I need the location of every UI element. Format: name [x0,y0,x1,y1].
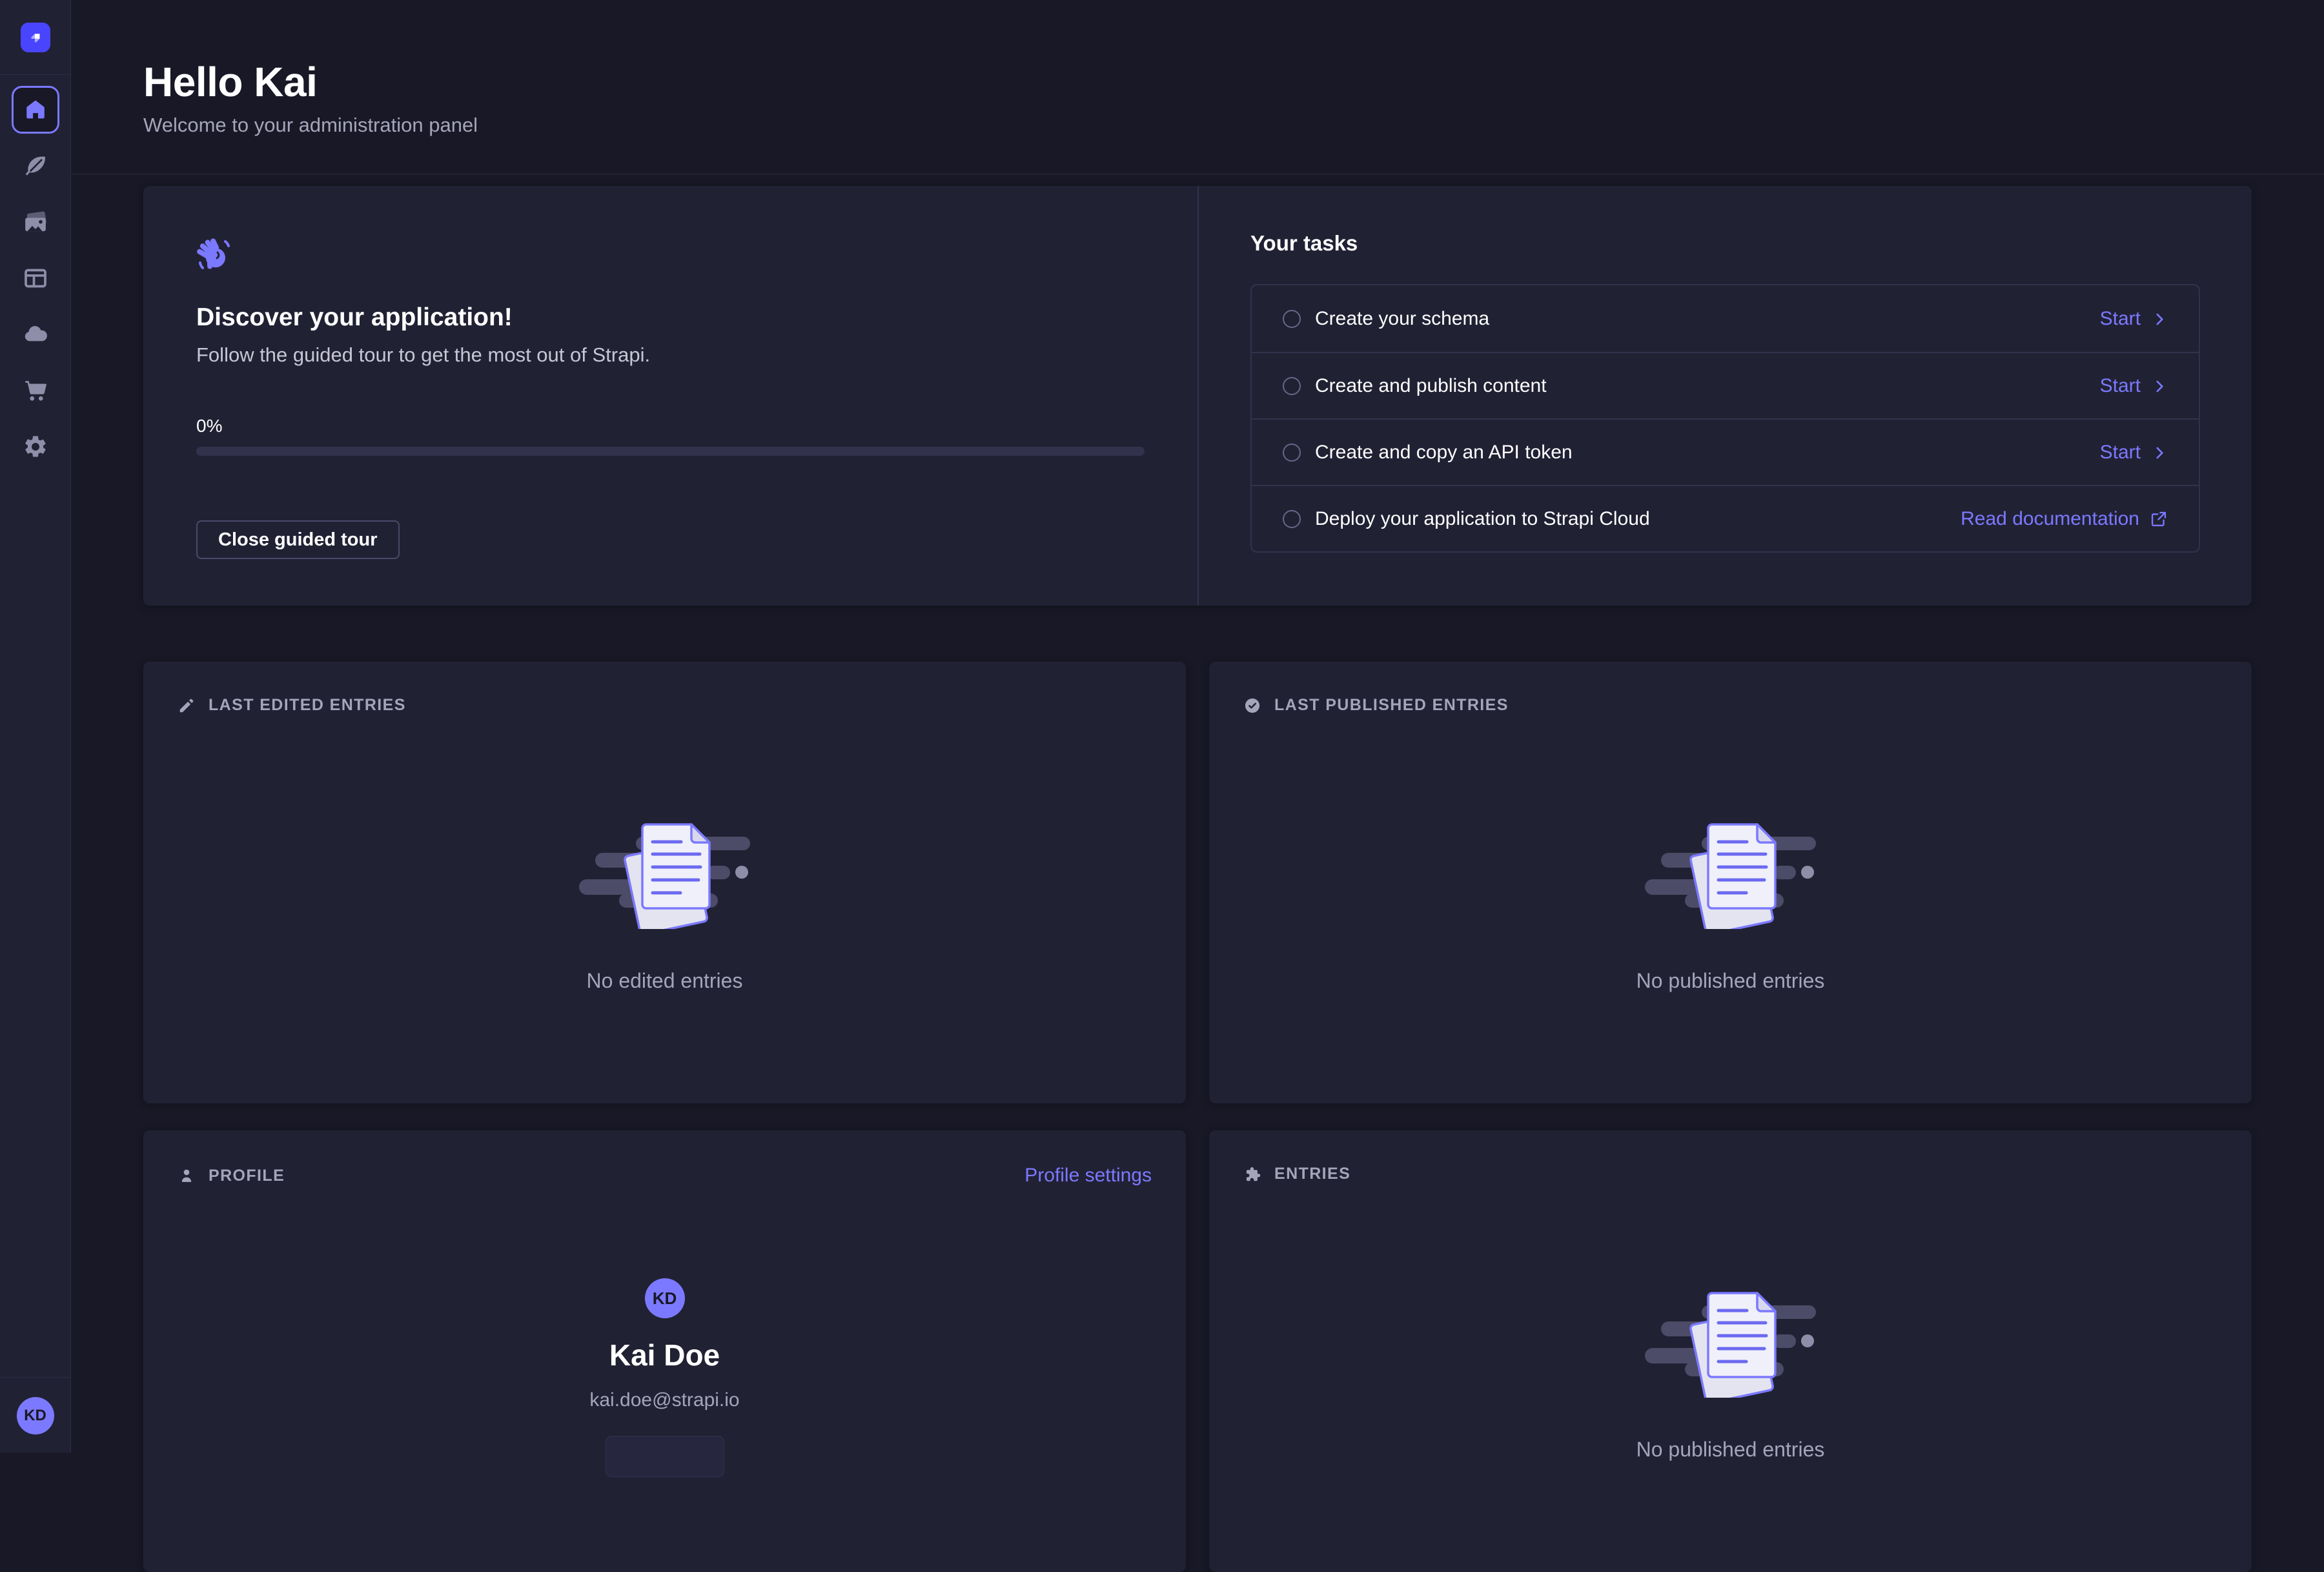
sidebar: KD [0,0,71,1453]
widget-header: LAST EDITED ENTRIES [178,696,1152,715]
dashboard-content: Discover your application! Follow the gu… [71,174,2324,1572]
profile-widget: PROFILE Profile settings KD Kai Doe kai.… [143,1130,1186,1572]
sidebar-item-deploy[interactable] [12,311,59,358]
main-content: Hello Kai Welcome to your administration… [71,0,2324,1572]
chevron-right-icon [2156,447,2163,458]
widget-header: PROFILE Profile settings [178,1165,1152,1187]
entries-widget: ENTRIES No published entries [1209,1130,2252,1572]
task-action-label: Start [2099,307,2141,329]
sidebar-item-marketplace[interactable] [12,367,59,414]
widgets-row-1: LAST EDITED ENTRIES No edited entries LA… [143,662,2252,1103]
widget-title: LAST EDITED ENTRIES [209,696,406,714]
empty-state: No published entries [1243,1183,2217,1462]
tasks-panel: Your tasks Create your schema Start [1199,186,2252,606]
last-published-entries-widget: LAST PUBLISHED ENTRIES No published entr… [1209,662,2252,1103]
task-action-label: Start [2099,441,2141,463]
page-header: Hello Kai Welcome to your administration… [71,0,2324,138]
widget-header: LAST PUBLISHED ENTRIES [1243,696,2217,715]
task-list: Create your schema Start Create and publ… [1250,284,2200,553]
task-action-label: Read documentation [1961,507,2139,529]
layout-icon [24,269,46,288]
guided-tour-panel: Discover your application! Follow the gu… [143,186,1198,606]
external-link-icon [2151,511,2166,526]
task-action-label: Start [2099,374,2141,396]
guided-tour-card: Discover your application! Follow the gu… [143,186,2252,606]
last-edited-entries-widget: LAST EDITED ENTRIES No edited entries [143,662,1186,1103]
empty-state-text: No published entries [1636,969,1825,992]
cloud-icon [25,326,47,342]
profile-email: kai.doe@strapi.io [589,1389,740,1411]
empty-state-text: No edited entries [586,969,743,992]
empty-documents-illustration [579,823,751,929]
task-status-circle [1283,309,1301,328]
profile-body: KD Kai Doe kai.doe@strapi.io [178,1187,1152,1477]
profile-settings-link[interactable]: Profile settings [1024,1165,1152,1186]
empty-state: No published entries [1243,715,2217,993]
waving-hand-icon [197,238,230,269]
gear-icon [25,436,46,457]
sidebar-item-settings[interactable] [12,423,59,471]
puzzle-icon [1246,1167,1261,1181]
task-status-circle [1283,443,1301,462]
close-guided-tour-button[interactable]: Close guided tour [196,520,400,559]
progress-label: 0% [196,416,223,436]
tour-title: Discover your application! [196,303,513,331]
tasks-title: Your tasks [1250,231,1358,255]
empty-state-text: No published entries [1636,1438,1825,1461]
sidebar-item-content-manager[interactable] [12,142,59,190]
empty-state: No edited entries [178,715,1152,993]
empty-documents-illustration [1645,823,1817,929]
user-avatar[interactable]: KD [16,1397,54,1434]
task-label: Create your schema [1315,307,1490,329]
task-status-circle [1283,376,1301,395]
widgets-row-2: PROFILE Profile settings KD Kai Doe kai.… [143,1130,2252,1572]
task-start-link[interactable]: Start [2100,375,2168,397]
progress-bar [196,447,1145,456]
widget-title: ENTRIES [1274,1165,1351,1183]
task-status-circle [1283,509,1301,528]
sidebar-footer: KD [0,1377,70,1453]
home-icon [26,100,45,119]
task-label: Deploy your application to Strapi Cloud [1315,507,1650,529]
sidebar-nav [11,86,59,471]
tour-vertical-divider [1198,186,1199,606]
task-row: Create and publish content Start [1252,352,2199,418]
task-row: Create and copy an API token Start [1252,418,2199,485]
profile-role-badge [605,1436,724,1477]
task-start-link[interactable]: Start [2100,308,2168,330]
person-icon [181,1169,192,1182]
page-title: Hello Kai [143,59,318,105]
task-row: Deploy your application to Strapi Cloud … [1252,485,2199,551]
profile-avatar: KD [644,1278,685,1318]
check-circle-icon [1245,698,1260,713]
sidebar-item-home[interactable] [11,86,59,134]
sidebar-item-content-type-builder[interactable] [12,254,59,302]
pencil-icon [179,699,194,712]
cart-icon [25,381,46,401]
page-subtitle: Welcome to your administration panel [143,114,478,136]
logo-section [0,0,70,75]
sidebar-item-media-library[interactable] [12,198,59,246]
widget-header: ENTRIES [1243,1165,2217,1183]
tour-description: Follow the guided tour to get the most o… [196,343,651,366]
feather-icon [25,156,45,176]
strapi-logo[interactable] [20,22,50,52]
chevron-right-icon [2156,380,2163,392]
task-row: Create your schema Start [1252,285,2199,352]
images-icon [25,211,46,232]
task-label: Create and publish content [1315,374,1547,396]
empty-documents-illustration [1645,1292,1817,1398]
widget-title: LAST PUBLISHED ENTRIES [1274,696,1509,714]
strapi-logo-icon [31,33,39,42]
profile-name: Kai Doe [609,1338,720,1372]
widget-title: PROFILE [209,1166,285,1185]
task-label: Create and copy an API token [1315,441,1573,463]
read-documentation-link[interactable]: Read documentation [1961,508,2168,530]
chevron-right-icon [2156,313,2163,325]
task-start-link[interactable]: Start [2100,442,2168,464]
